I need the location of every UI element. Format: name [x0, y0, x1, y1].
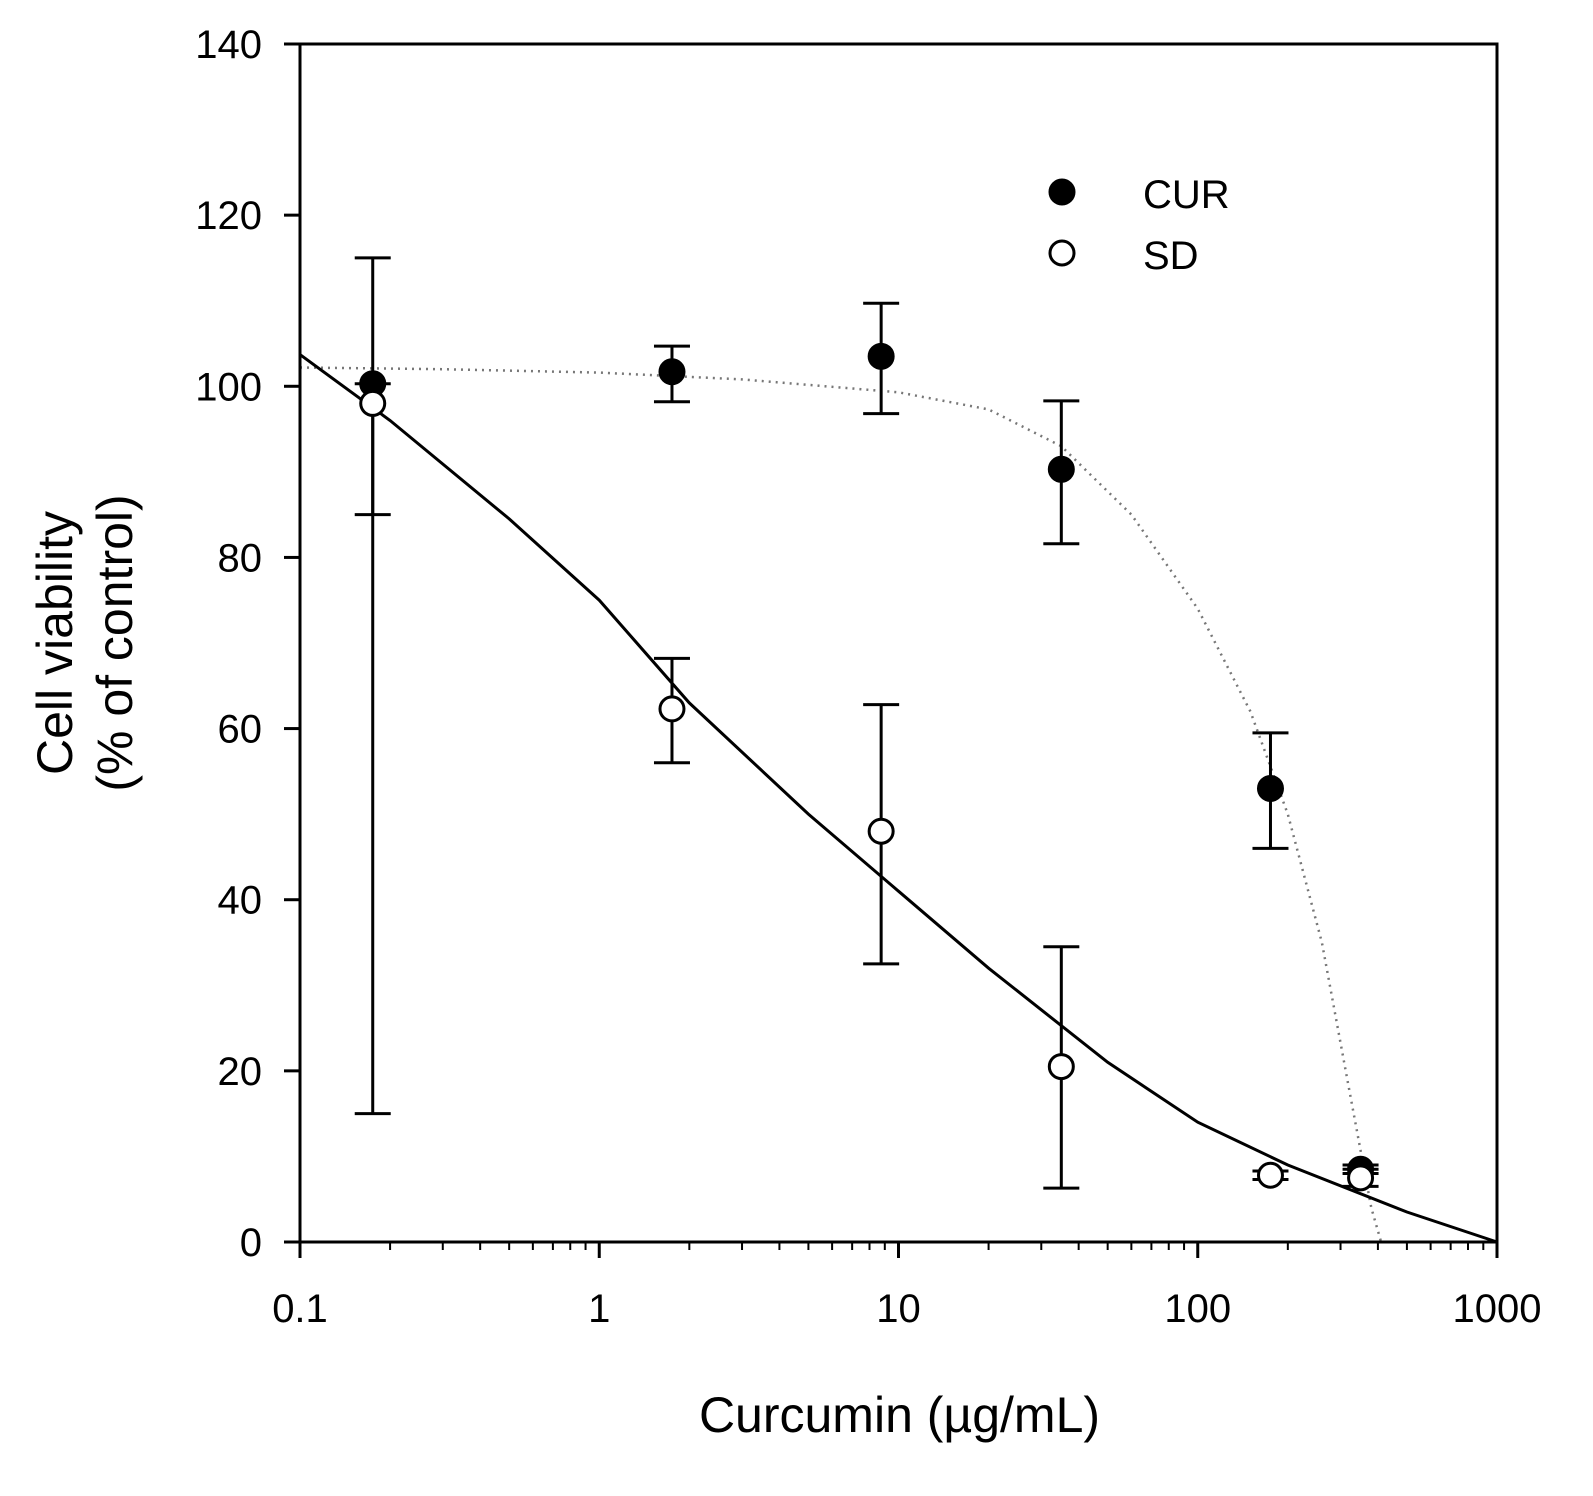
legend-cur-label: CUR: [1143, 173, 1230, 217]
error-bars: [354, 256, 1379, 1190]
cur-point: [867, 342, 895, 370]
x-tick-label: 10: [876, 1287, 921, 1331]
y-tick-label: 80: [218, 536, 263, 580]
cur-fit-curve: [299, 366, 1383, 1243]
x-tick-label: 1000: [1453, 1287, 1542, 1331]
cur-point: [1047, 455, 1075, 483]
sd-point: [867, 817, 895, 845]
cur-point: [1256, 774, 1284, 802]
y-tick-label: 20: [218, 1050, 263, 1094]
sd-point: [1347, 1164, 1375, 1192]
legend: CUR SD: [1048, 173, 1230, 278]
data-points: [359, 342, 1375, 1192]
y-tick-label: 0: [240, 1221, 262, 1265]
axes: 0 20 40 60 80 100 120 140 0.1 1 10 100 1000: [195, 23, 1541, 1331]
y-tick-label: 120: [195, 194, 262, 238]
plot-frame: [298, 42, 1499, 1244]
sd-point: [1047, 1053, 1075, 1081]
sd-point: [658, 695, 686, 723]
y-tick-label: 140: [195, 23, 262, 67]
legend-sd-label: SD: [1143, 234, 1199, 278]
y-axis-title-line1: Cell viability: [27, 511, 83, 775]
legend-cur-marker: [1048, 178, 1076, 206]
legend-sd-marker: [1048, 239, 1076, 267]
x-tick-label: 100: [1164, 1287, 1231, 1331]
sd-point: [359, 389, 387, 417]
x-tick-label: 1: [588, 1287, 610, 1331]
y-axis-title-line2: (% of control): [87, 494, 143, 791]
y-tick-label: 40: [218, 879, 263, 923]
cur-point: [658, 358, 686, 386]
sd-point: [1256, 1161, 1284, 1189]
y-tick-label: 100: [195, 365, 262, 409]
x-tick-label: 0.1: [272, 1287, 328, 1331]
x-axis-title: Curcumin (µg/mL): [699, 1387, 1100, 1443]
fit-curves: [299, 353, 1498, 1244]
y-tick-label: 60: [218, 708, 263, 752]
sd-fit-curve: [299, 353, 1498, 1244]
